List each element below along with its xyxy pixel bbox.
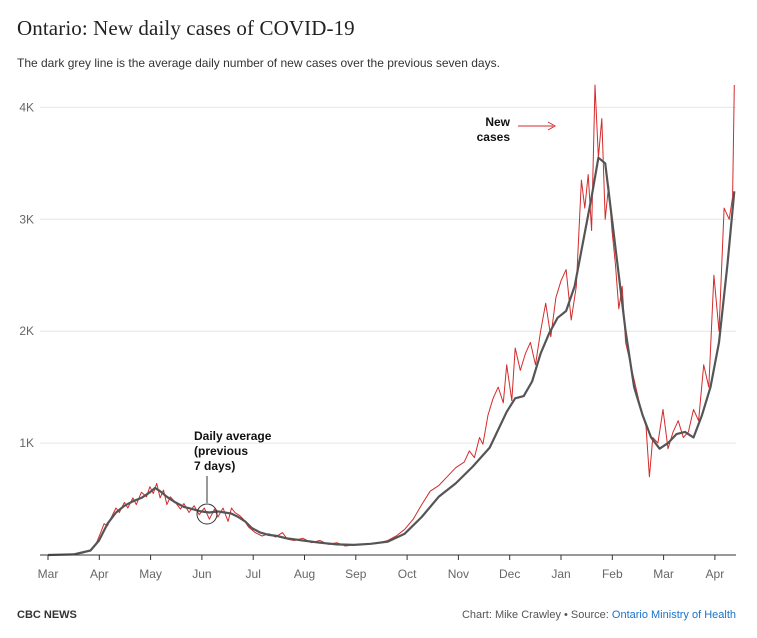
series xyxy=(47,84,736,557)
x-tick-label: Mar xyxy=(653,567,674,581)
x-axis: Mar Apr May Jun Jul Aug Sep Oct Nov Dec Jan Feb Mar A… xyxy=(38,554,736,581)
source-link[interactable]: Ontario Ministry of Health xyxy=(611,609,736,621)
daily-average-annotation-line: 7 days) xyxy=(194,459,235,473)
y-tick-label: 3K xyxy=(19,212,34,226)
brand-label: CBC NEWS xyxy=(17,609,77,621)
new-cases-arrowhead xyxy=(547,121,557,131)
average-line xyxy=(47,156,736,557)
x-tick-label: Mar xyxy=(38,567,59,581)
y-tick-label: 2K xyxy=(19,324,34,338)
y-tick-label: 4K xyxy=(19,100,34,114)
new_cases-line xyxy=(47,84,735,556)
x-tick-label: Apr xyxy=(90,567,109,581)
x-tick-label: Oct xyxy=(398,567,417,581)
chart-subtitle: The dark grey line is the average daily … xyxy=(17,56,500,70)
chart-title: Ontario: New daily cases of COVID-19 xyxy=(17,16,355,40)
daily-average-annotation-line: (previous xyxy=(194,444,248,458)
x-tick-label: Aug xyxy=(294,567,315,581)
x-tick-label: Dec xyxy=(499,567,520,581)
x-tick-label: Apr xyxy=(706,567,725,581)
chart-svg: 1K 2K 3K 4K Mar Apr May Jun Jul Aug Sep Oct Nov Dec J… xyxy=(19,84,736,581)
x-tick-label: Jul xyxy=(246,567,261,581)
x-tick-label: Jun xyxy=(192,567,211,581)
new-cases-annotation-line: cases xyxy=(477,130,511,144)
daily-average-circle xyxy=(196,503,218,525)
y-tick-label: 1K xyxy=(19,436,34,450)
credit-text: Chart: Mike Crawley • Source: xyxy=(461,609,612,621)
new-cases-annotation-line: New xyxy=(485,115,510,129)
daily-average-annotation-line: Daily average xyxy=(194,429,272,443)
x-tick-label: Jan xyxy=(551,567,570,581)
credit-line: Chart: Mike Crawley • Source: Ontario Mi… xyxy=(462,609,736,621)
x-tick-label: Nov xyxy=(448,567,469,581)
x-tick-label: May xyxy=(139,567,162,581)
grid: 1K 2K 3K 4K xyxy=(19,100,736,450)
x-tick-label: Feb xyxy=(602,567,623,581)
x-tick-label: Sep xyxy=(345,567,367,581)
